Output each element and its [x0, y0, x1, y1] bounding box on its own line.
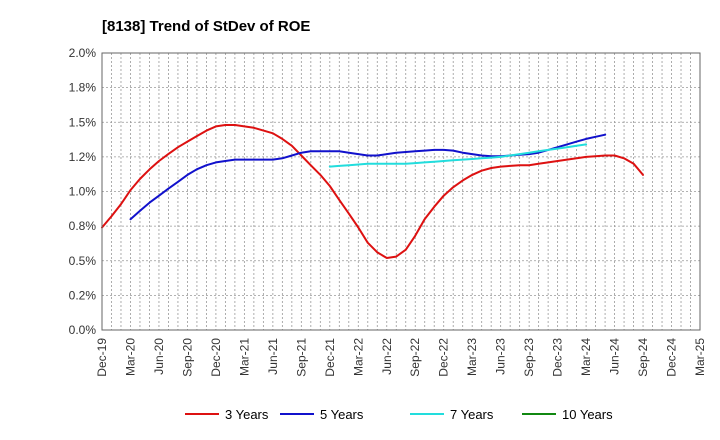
x-tick-label: Mar-24	[579, 338, 593, 376]
y-tick-label: 0.8%	[69, 219, 97, 233]
gridlines	[102, 53, 700, 330]
x-tick-label: Mar-21	[237, 338, 251, 376]
x-tick-label: Dec-23	[551, 338, 565, 377]
x-tick-label: Dec-20	[209, 338, 223, 377]
y-tick-label: 0.0%	[69, 323, 97, 337]
legend-label: 5 Years	[320, 407, 364, 422]
x-tick-label: Sep-22	[408, 338, 422, 377]
x-tick-label: Mar-23	[465, 338, 479, 376]
x-tick-label: Dec-19	[95, 338, 109, 377]
plot-frame	[101, 52, 701, 331]
x-tick-label: Jun-20	[152, 338, 166, 375]
legend-label: 3 Years	[225, 407, 269, 422]
x-tick-label: Mar-20	[123, 338, 137, 376]
y-tick-label: 2.0%	[69, 46, 97, 60]
x-tick-label: Dec-22	[437, 338, 451, 377]
y-tick-label: 1.8%	[69, 81, 97, 95]
x-tick-label: Jun-22	[380, 338, 394, 375]
x-tick-label: Sep-21	[294, 338, 308, 377]
x-tick-label: Sep-20	[180, 338, 194, 377]
legend-label: 10 Years	[562, 407, 613, 422]
y-tick-label: 0.2%	[69, 288, 97, 302]
legend-label: 7 Years	[450, 407, 494, 422]
series-line-5-years	[129, 133, 607, 221]
x-tick-label: Dec-21	[323, 338, 337, 377]
x-tick-label: Mar-22	[351, 338, 365, 376]
legend: 3 Years 5 Years 7 Years 10 Years	[185, 407, 613, 422]
y-tick-label: 1.0%	[69, 185, 97, 199]
chart-title: [8138] Trend of StDev of ROE	[102, 18, 310, 35]
axes	[101, 52, 701, 331]
x-tick-label: Sep-24	[636, 338, 650, 377]
x-tick-label: Sep-23	[522, 338, 536, 377]
series-layer	[101, 124, 644, 259]
x-tick-label: Dec-24	[665, 338, 679, 377]
x-tick-label: Jun-24	[608, 338, 622, 375]
x-tick-label: Jun-23	[494, 338, 508, 375]
series-line-3-years	[101, 124, 644, 259]
y-tick-label: 1.5%	[69, 115, 97, 129]
y-tick-label: 0.5%	[69, 254, 97, 268]
y-axis-ticks: 0.0% 0.2% 0.5% 0.8% 1.0% 1.2% 1.5% 1.8% 2.0%	[69, 46, 97, 337]
series-line-7-years	[328, 143, 588, 168]
y-tick-label: 1.2%	[69, 150, 97, 164]
x-tick-label: Mar-25	[693, 338, 707, 376]
x-axis-ticks: Dec-19 Mar-20 Jun-20 Sep-20 Dec-20 Mar-21 Jun-…	[95, 338, 707, 377]
x-tick-label: Jun-21	[266, 338, 280, 375]
